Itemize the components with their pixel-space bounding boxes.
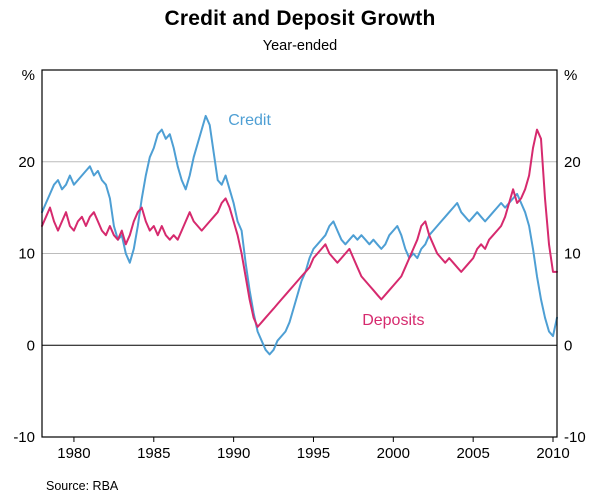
x-tick-label: 1985 [137,445,170,462]
y-tick-label-right: -10 [564,429,586,446]
source-note: Source: RBA [46,479,119,493]
y-tick-label-right: 20 [564,154,581,171]
y-tick-label-left: 10 [18,246,35,263]
deposits-label: Deposits [362,312,424,329]
x-tick-label: 1990 [217,445,250,462]
y-tick-label-left: 0 [27,337,35,354]
y-tick-label-left: -10 [13,429,35,446]
x-tick-label: 2010 [536,445,569,462]
x-tick-label: 2005 [456,445,489,462]
credit-label: Credit [228,112,271,129]
deposits-line [41,128,558,328]
chart-title: Credit and Deposit Growth [164,7,436,30]
unit-label-left: % [22,67,35,84]
chart-subtitle: Year-ended [262,38,338,54]
y-tick-label-left: 20 [18,154,35,171]
unit-label-right: % [564,67,577,84]
y-tick-label-right: 10 [564,246,581,263]
x-tick-label: 2000 [377,445,410,462]
y-tick-label-right: 0 [564,337,572,354]
credit-line [41,114,558,356]
plot-frame [41,69,558,438]
x-tick-label: 1995 [297,445,330,462]
x-tick-label: 1980 [57,445,90,462]
